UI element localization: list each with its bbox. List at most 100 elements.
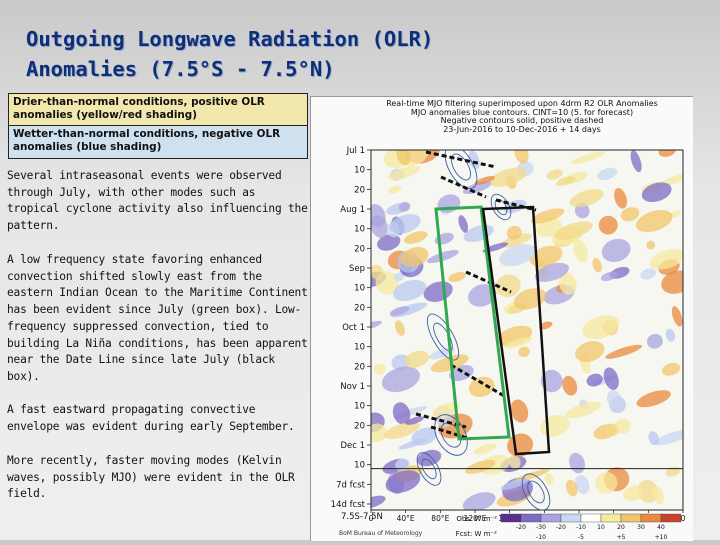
x-tick-label: 0 bbox=[681, 514, 686, 523]
olr-hovmoller-figure: Real-time MJO filtering superimposed upo… bbox=[310, 96, 693, 541]
colorbar-swatch bbox=[620, 513, 642, 523]
anomaly-blob bbox=[503, 336, 533, 349]
mjo-contours bbox=[416, 150, 551, 510]
y-tick-label: 20 bbox=[354, 362, 365, 372]
anomaly-blob bbox=[403, 231, 428, 244]
anomaly-blob bbox=[534, 262, 570, 282]
anomaly-blob bbox=[468, 284, 497, 307]
anomaly-blob bbox=[395, 458, 411, 471]
anomaly-blob bbox=[606, 423, 619, 437]
anomaly-blob bbox=[462, 492, 496, 510]
y-tick-label: 10 bbox=[354, 284, 365, 294]
anomaly-blob bbox=[562, 375, 578, 396]
y-tick-label: 20 bbox=[354, 244, 365, 254]
anomaly-shading bbox=[371, 150, 683, 510]
colorbar-tick-obs: 30 bbox=[637, 524, 645, 531]
anomaly-blob bbox=[546, 169, 563, 180]
anomaly-blob bbox=[400, 246, 429, 267]
anomaly-blob bbox=[388, 185, 402, 194]
colorbar-swatch bbox=[640, 513, 662, 523]
anomaly-blob bbox=[658, 150, 677, 157]
anomaly-blob bbox=[661, 362, 681, 376]
y-tick-label: 10 bbox=[354, 343, 365, 353]
colorbar-tick-obs: -20 bbox=[556, 524, 566, 531]
y-tick-label: Aug 1 bbox=[340, 205, 365, 215]
mjo-contour bbox=[521, 473, 551, 510]
anomaly-blob bbox=[620, 207, 640, 222]
anomaly-blob bbox=[661, 270, 683, 294]
anomaly-blob bbox=[393, 279, 427, 302]
anomaly-blob bbox=[586, 373, 603, 387]
anomaly-blob bbox=[649, 249, 683, 270]
anomaly-blob bbox=[569, 189, 604, 208]
colorbar-swatch bbox=[660, 513, 682, 523]
colorbar-swatch bbox=[600, 513, 622, 523]
anomaly-blob bbox=[432, 402, 460, 418]
anomaly-blob bbox=[637, 479, 658, 503]
colorbar-tick-obs: 40 bbox=[657, 524, 665, 531]
propagation-line bbox=[450, 363, 507, 399]
colorbar-swatch bbox=[580, 513, 602, 523]
anomaly-blob bbox=[392, 402, 411, 425]
anomaly-blob bbox=[404, 350, 429, 368]
x-tick-label: 0 bbox=[369, 514, 374, 523]
mjo-contour bbox=[444, 150, 478, 190]
paragraph-intraseasonal-events: Several intraseasonal events were observ… bbox=[7, 169, 308, 233]
figure-header-line-2: MJO anomalies blue contours. CINT=10 (5.… bbox=[410, 107, 634, 117]
anomaly-blob bbox=[665, 328, 676, 342]
x-tick-label: 80°E bbox=[431, 514, 449, 523]
anomaly-blob bbox=[499, 244, 537, 267]
anomaly-blob bbox=[600, 271, 618, 282]
footer-credit: BoM Bureau of Meteorology bbox=[339, 530, 423, 537]
y-tick-label: 20 bbox=[354, 421, 365, 431]
anomaly-blob bbox=[371, 264, 384, 280]
anomaly-blob bbox=[554, 221, 593, 240]
anomaly-blob bbox=[405, 416, 424, 425]
anomaly-blob bbox=[506, 225, 522, 240]
propagation-line bbox=[430, 425, 472, 441]
anomaly-blob bbox=[389, 214, 421, 234]
anomaly-blob bbox=[430, 354, 469, 373]
anomaly-blob bbox=[391, 354, 410, 370]
anomaly-blob bbox=[646, 240, 656, 250]
anomaly-blob bbox=[514, 150, 529, 164]
y-tick-label: Jul 1 bbox=[346, 146, 365, 156]
anomaly-blob bbox=[636, 390, 671, 408]
anomaly-blob bbox=[377, 234, 401, 251]
anomaly-blob bbox=[671, 306, 683, 327]
anomaly-blob bbox=[396, 150, 411, 166]
anomaly-blob bbox=[371, 423, 387, 443]
anomaly-blob bbox=[565, 479, 578, 497]
propagation-line bbox=[465, 270, 512, 294]
figure-header-line-4: 23-Jun-2016 to 10-Dec-2016 + 14 days bbox=[443, 124, 601, 134]
figure-header-line-3: Negative contours solid, positive dashed bbox=[440, 116, 604, 126]
y-tick-label: 10 bbox=[354, 225, 365, 235]
anomaly-blob bbox=[592, 257, 602, 273]
propagation-line bbox=[440, 175, 487, 199]
anomaly-blob bbox=[468, 376, 495, 398]
anomaly-blob bbox=[500, 233, 532, 248]
colorbar-label-fcst: Fcst: W m⁻² bbox=[456, 530, 498, 538]
anomaly-blob bbox=[555, 176, 576, 187]
legend-negative-anomalies: Wetter-than-normal conditions, negative … bbox=[8, 126, 308, 159]
anomaly-blob bbox=[574, 475, 590, 495]
anomaly-blob bbox=[641, 182, 672, 203]
y-tick-label: Nov 1 bbox=[340, 382, 365, 392]
mjo-contour bbox=[416, 452, 442, 486]
mjo-contour bbox=[426, 313, 460, 361]
anomaly-blob bbox=[646, 333, 663, 349]
colorbar-tick-obs: -30 bbox=[536, 524, 546, 531]
colorbar-tick-obs: -20 bbox=[516, 524, 526, 531]
anomaly-blob bbox=[398, 438, 427, 450]
anomaly-blob bbox=[615, 418, 631, 434]
anomaly-blob bbox=[640, 268, 656, 280]
paragraph-low-frequency-state: A low frequency state favoring enhanced … bbox=[7, 253, 308, 383]
mjo-contour bbox=[527, 480, 545, 504]
anomaly-blob bbox=[598, 215, 618, 235]
colorbar-swatch bbox=[560, 513, 582, 523]
anomaly-blob bbox=[648, 431, 660, 446]
anomaly-blob bbox=[449, 364, 474, 382]
black-box-suppressed-convection bbox=[481, 205, 551, 456]
anomaly-blob bbox=[539, 321, 553, 330]
anomaly-blob bbox=[601, 238, 631, 263]
